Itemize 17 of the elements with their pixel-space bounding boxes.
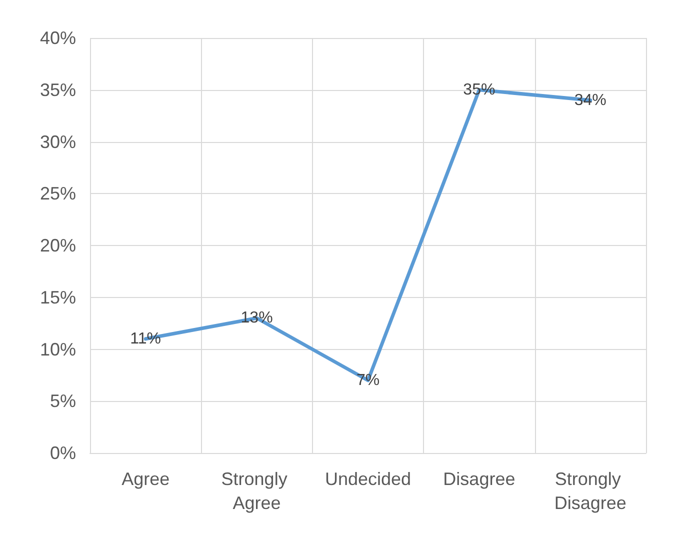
y-tick-label: 30% [40, 132, 76, 152]
x-tick-label: Strongly Agree [221, 469, 292, 513]
x-tick-label: Undecided [324, 469, 412, 489]
data-label: 34% [574, 92, 606, 109]
data-label: 7% [356, 372, 380, 389]
y-tick-label: 10% [40, 339, 76, 360]
y-tick-label: 40% [40, 28, 76, 48]
y-tick-label: 15% [40, 287, 76, 308]
y-tick-label: 0% [50, 443, 76, 463]
data-label: 11% [130, 330, 162, 348]
y-tick-label: 5% [50, 391, 76, 412]
x-tick-label: Disagree [443, 469, 516, 489]
x-tick-label: Strongly Disagree [554, 469, 626, 513]
y-tick-label: 25% [40, 184, 76, 204]
y-tick-label: 35% [40, 80, 76, 100]
y-tick-label: 20% [40, 236, 76, 256]
x-tick-label: Agree [122, 469, 170, 489]
